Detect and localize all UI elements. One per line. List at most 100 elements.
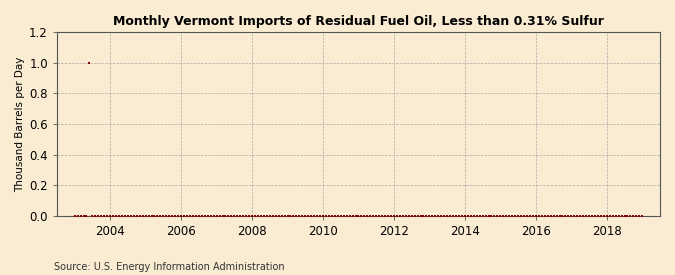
Point (344, 214, 355, 218)
Point (501, 214, 512, 218)
Point (400, 214, 411, 218)
Point (619, 214, 630, 218)
Point (241, 214, 252, 218)
Point (448, 214, 458, 218)
Point (108, 214, 119, 218)
Point (374, 214, 385, 218)
Point (250, 214, 261, 218)
Point (128, 214, 139, 218)
Point (433, 214, 443, 218)
Point (238, 214, 248, 218)
Point (557, 214, 568, 218)
Point (368, 214, 379, 218)
Point (75, 214, 86, 218)
Point (548, 214, 559, 218)
Point (132, 214, 142, 218)
Point (398, 214, 408, 218)
Point (454, 214, 464, 218)
Point (601, 214, 612, 218)
Point (427, 214, 438, 218)
Point (392, 214, 402, 218)
Point (383, 214, 394, 218)
Point (282, 214, 293, 218)
Point (468, 214, 479, 218)
Point (531, 214, 541, 218)
Point (288, 214, 299, 218)
Point (347, 214, 358, 218)
Point (87, 214, 98, 218)
Point (451, 214, 462, 218)
Point (119, 214, 130, 218)
Point (613, 214, 624, 218)
Point (625, 214, 636, 218)
Point (303, 214, 314, 218)
Point (533, 214, 544, 218)
Point (495, 214, 506, 218)
Point (522, 214, 533, 218)
Point (634, 214, 645, 218)
Point (439, 214, 450, 218)
Point (513, 214, 524, 218)
Point (321, 214, 331, 218)
Point (466, 214, 477, 218)
Point (338, 214, 349, 218)
Point (329, 214, 340, 218)
Point (170, 214, 181, 218)
Point (441, 214, 452, 218)
Point (560, 214, 571, 218)
Point (291, 214, 302, 218)
Point (527, 214, 538, 218)
Point (498, 214, 509, 218)
Point (220, 214, 231, 218)
Point (430, 214, 441, 218)
Point (308, 214, 319, 218)
Point (146, 214, 157, 218)
Point (518, 214, 529, 218)
Point (389, 214, 400, 218)
Point (580, 214, 591, 218)
Point (105, 214, 115, 218)
Point (179, 214, 190, 218)
Point (572, 214, 583, 218)
Point (589, 214, 600, 218)
Point (256, 214, 267, 218)
Point (84, 60, 95, 65)
Point (323, 214, 334, 218)
Point (327, 214, 338, 218)
Point (356, 214, 367, 218)
Point (93, 214, 104, 218)
Point (276, 214, 287, 218)
Point (273, 214, 284, 218)
Point (244, 214, 254, 218)
Point (117, 214, 128, 218)
Point (477, 214, 488, 218)
Point (188, 214, 198, 218)
Point (445, 214, 456, 218)
Point (353, 214, 364, 218)
Point (622, 214, 633, 218)
Point (137, 214, 148, 218)
Point (365, 214, 376, 218)
Point (409, 214, 420, 218)
Point (599, 214, 610, 218)
Point (524, 214, 535, 218)
Point (140, 214, 151, 218)
Point (628, 214, 639, 218)
Point (421, 214, 432, 218)
Point (205, 214, 216, 218)
Point (102, 214, 113, 218)
Point (78, 214, 89, 218)
Point (194, 214, 205, 218)
Point (81, 214, 92, 218)
Point (196, 214, 207, 218)
Point (252, 214, 263, 218)
Point (96, 214, 107, 218)
Point (412, 214, 423, 218)
Point (359, 214, 370, 218)
Point (542, 214, 553, 218)
Point (300, 214, 310, 218)
Point (404, 214, 414, 218)
Point (318, 214, 329, 218)
Point (385, 214, 396, 218)
Point (406, 214, 417, 218)
